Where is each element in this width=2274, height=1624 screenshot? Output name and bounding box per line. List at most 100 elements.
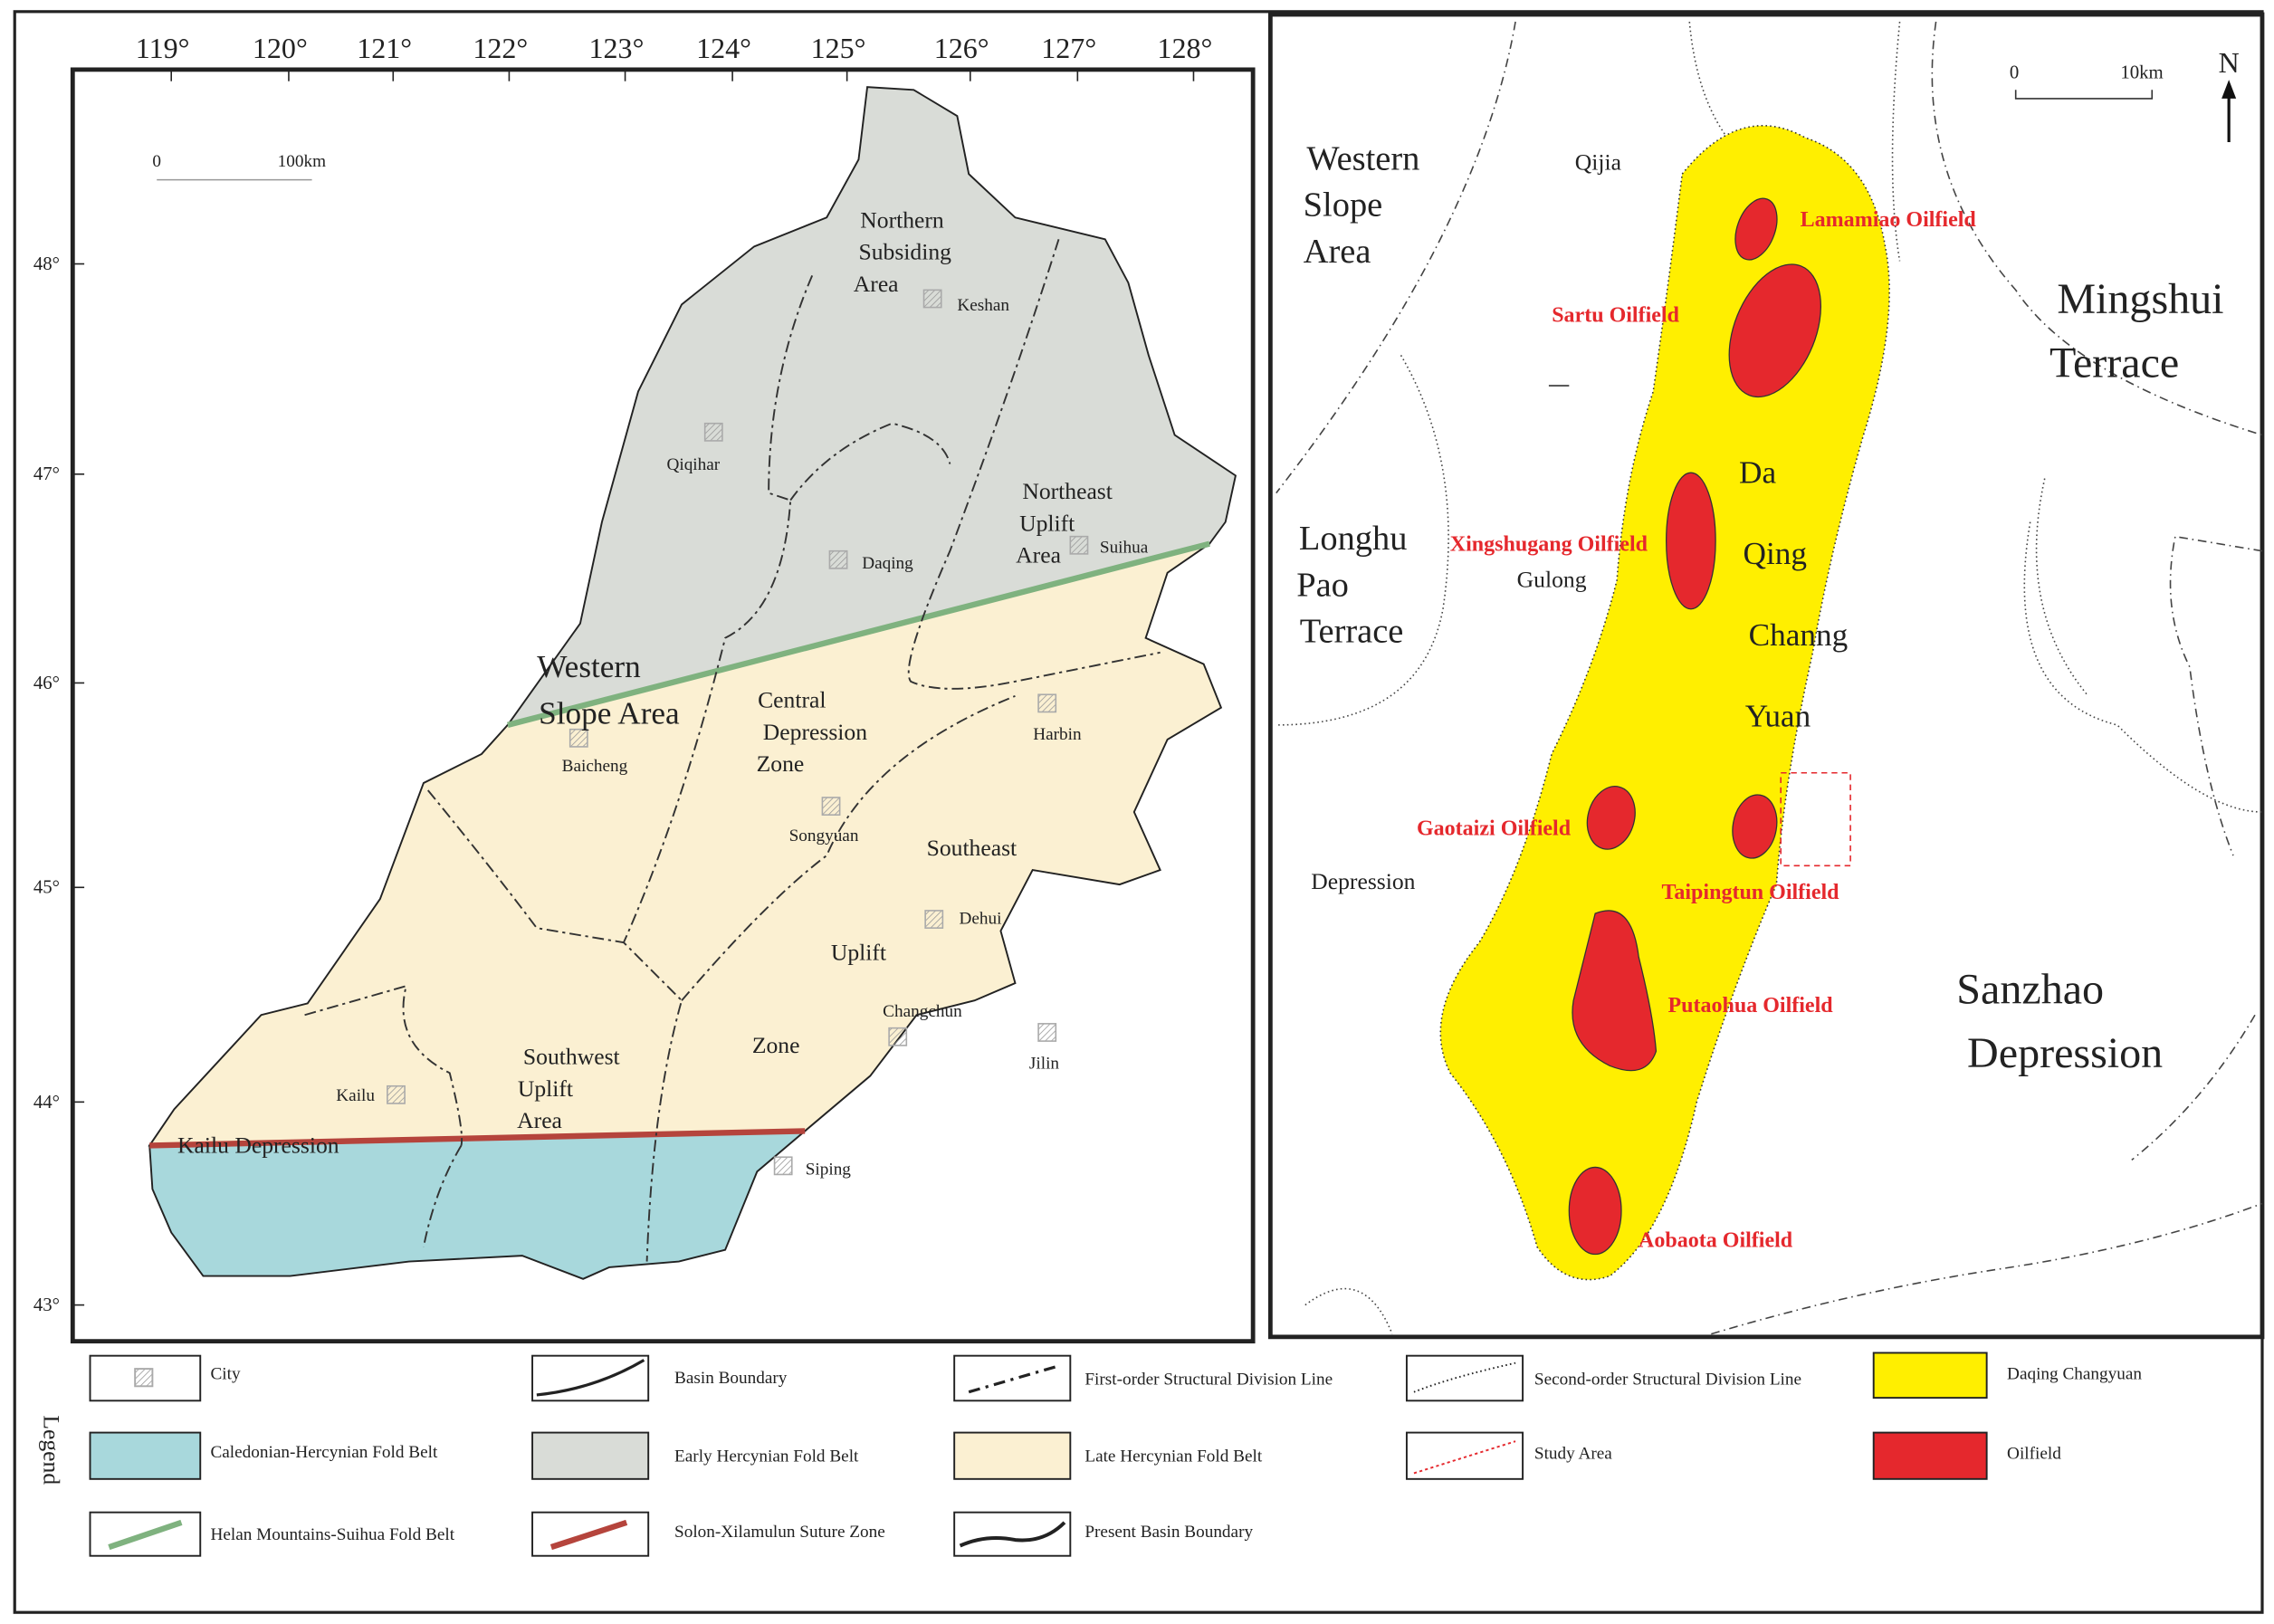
oilfield-label: Gaotaizi Oilfield — [1417, 817, 1572, 841]
region-label: Yuan — [1745, 698, 1811, 733]
region-label: Area — [517, 1107, 562, 1133]
region-label: Area — [1304, 233, 1371, 271]
region-label: Longhu — [1299, 520, 1408, 558]
oilfield-label: Sartu Oilfield — [1552, 304, 1679, 328]
legend-label: Caledonian-Hercynian Fold Belt — [210, 1443, 438, 1462]
legend-label: Study Area — [1534, 1444, 1612, 1463]
region-label: Uplift — [518, 1075, 573, 1102]
region-label: Area — [1016, 541, 1061, 568]
right-map — [1267, 12, 2265, 1340]
longitude-label: 126° — [934, 32, 989, 64]
north-label: N — [2219, 46, 2240, 79]
region-label: Gulong — [1517, 567, 1587, 593]
longitude-label: 127° — [1041, 32, 1096, 64]
region-label: Northeast — [1022, 478, 1113, 504]
scale-label: 0 — [2010, 61, 2019, 82]
oilfield-label: Aobaota Oilfield — [1639, 1229, 1793, 1253]
legend — [89, 1352, 1988, 1557]
region-label: Terrace — [2049, 339, 2179, 387]
region-label: Western — [537, 649, 641, 684]
latitude-label: 47° — [33, 463, 60, 484]
longitude-label: 122° — [473, 32, 528, 64]
city-label: Qiqihar — [666, 455, 720, 474]
longitude-label: 128° — [1157, 32, 1212, 64]
region-label: Zone — [752, 1032, 800, 1058]
scale-label: 100km — [278, 152, 326, 171]
city-icon — [924, 910, 944, 929]
city-label: Jilin — [1029, 1055, 1059, 1074]
region-label: Channg — [1749, 617, 1849, 653]
scale-label: 0 — [152, 152, 161, 171]
city-label: Kailu — [336, 1086, 375, 1105]
legend-label: Early Hercynian Fold Belt — [674, 1447, 859, 1466]
region-label: Southeast — [927, 835, 1018, 861]
helan-suihua-belt — [507, 540, 1210, 728]
north-arrow-head — [2221, 80, 2237, 99]
city-icon — [773, 1156, 793, 1176]
region-label: Terrace — [1300, 613, 1404, 651]
legend-label: First-order Structural Division Line — [1084, 1371, 1333, 1390]
region-label: Qing — [1744, 536, 1807, 571]
city-label: Dehui — [960, 909, 1002, 928]
region-label: Kailu Depression — [177, 1132, 339, 1158]
region-label: Pao — [1296, 566, 1349, 604]
city-icon — [1037, 693, 1057, 713]
city-icon — [1069, 535, 1089, 555]
city-label: Daqing — [862, 554, 913, 573]
city-icon — [568, 728, 588, 748]
division-lines — [304, 239, 1161, 1262]
legend-label: Daqing Changyuan — [2007, 1364, 2142, 1383]
late-hercynian — [148, 542, 1223, 1147]
region-label: Qijia — [1575, 148, 1622, 175]
region-label: Central — [758, 687, 826, 713]
region-label: Uplift — [1019, 510, 1075, 536]
region-label: Sanzhao — [1956, 965, 2104, 1013]
region-label: Slope — [1304, 186, 1383, 224]
oilfield-label: Putaohua Oilfield — [1667, 994, 1833, 1017]
longitude-label: 123° — [589, 32, 645, 64]
latitude-label: 44° — [33, 1091, 60, 1113]
oilfield-label: Taipingtun Oilfield — [1662, 881, 1840, 904]
region-label: Southwest — [523, 1044, 620, 1070]
longitude-label: 121° — [357, 32, 412, 64]
latitude-label: 48° — [33, 253, 60, 274]
city-label: Suihua — [1100, 538, 1149, 557]
scale-label: 10km — [2120, 61, 2163, 82]
longitude-label: 119° — [136, 32, 190, 64]
legend-label: Basin Boundary — [674, 1369, 788, 1388]
caledonian-hercynian — [148, 1130, 807, 1280]
city-label: Songyuan — [789, 826, 859, 845]
region-label: Slope Area — [539, 695, 680, 731]
city-label: Siping — [806, 1160, 852, 1179]
city-icons — [387, 289, 1089, 1176]
city-icon — [1037, 1023, 1057, 1042]
oilfield-label: Lamamiao Oilfield — [1801, 208, 1977, 232]
region-label: Northern — [860, 206, 944, 233]
city-icon — [888, 1027, 908, 1046]
city-label: Harbin — [1033, 725, 1082, 744]
region-label: Da — [1739, 454, 1776, 490]
study-area — [1780, 771, 1851, 867]
scale-bar — [2014, 90, 2154, 100]
legend-label: Solon-Xilamulun Suture Zone — [674, 1523, 885, 1542]
legend-label: Oilfield — [2007, 1444, 2061, 1463]
daqing-changyuan — [1439, 125, 1890, 1281]
city-icon — [828, 549, 848, 569]
oilfields — [1568, 197, 1822, 1256]
region-label: Mingshui — [2057, 275, 2223, 323]
city-label: Keshan — [957, 296, 1009, 315]
legend-label: Present Basin Boundary — [1084, 1523, 1253, 1542]
city-icon — [703, 422, 723, 442]
legend-label: City — [210, 1364, 240, 1383]
city-icon — [922, 289, 942, 309]
longitude-label: 120° — [253, 32, 308, 64]
region-label: Subsiding — [858, 239, 951, 265]
legend-label: Late Hercynian Fold Belt — [1084, 1447, 1263, 1466]
region-label: Uplift — [831, 939, 886, 965]
region-label: Depression — [1967, 1029, 2163, 1077]
legend-label: Second-order Structural Division Line — [1534, 1371, 1801, 1390]
first-order-lines — [1276, 21, 2263, 1335]
city-icon — [821, 797, 841, 817]
oilfield-label: Xingshugang Oilfield — [1450, 533, 1648, 557]
